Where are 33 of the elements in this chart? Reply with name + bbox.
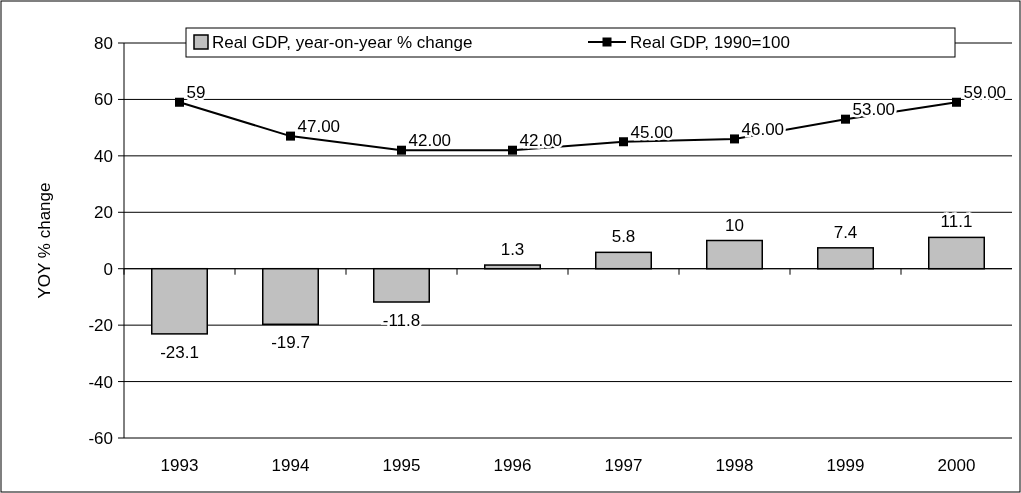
data-label: 53.00 bbox=[852, 100, 896, 120]
data-label: 42.00 bbox=[408, 131, 452, 151]
data-label: 1.3 bbox=[500, 240, 525, 260]
data-label: 47.00 bbox=[297, 117, 341, 137]
legend-label: Real GDP, 1990=100 bbox=[630, 33, 790, 52]
data-label: 5.8 bbox=[611, 227, 636, 247]
x-tick-label: 1996 bbox=[493, 456, 532, 475]
x-tick-label: 1993 bbox=[160, 456, 199, 475]
data-label: 11.1 bbox=[940, 212, 973, 232]
x-tick-label: 1998 bbox=[715, 456, 754, 475]
data-label: 42.00 bbox=[519, 131, 563, 151]
data-label: 59.00 bbox=[963, 83, 1007, 103]
x-tick-label: 2000 bbox=[937, 456, 976, 475]
data-label: 59 bbox=[186, 83, 206, 103]
y-tick-label: 40 bbox=[94, 146, 113, 166]
y-tick-label: -20 bbox=[88, 316, 113, 336]
y-tick-label: -60 bbox=[88, 429, 113, 448]
y-tick-label: -40 bbox=[88, 372, 113, 392]
data-label: 7.4 bbox=[833, 222, 858, 242]
data-label: -23.1 bbox=[160, 342, 199, 362]
x-tick-label: 1997 bbox=[604, 456, 643, 475]
legend-label: Real GDP, year-on-year % change bbox=[212, 33, 473, 52]
y-tick-label: 60 bbox=[94, 90, 113, 110]
data-label: 45.00 bbox=[630, 122, 674, 142]
data-label: -19.7 bbox=[271, 333, 310, 353]
x-tick-label: 1999 bbox=[826, 456, 865, 475]
x-tick-label: 1994 bbox=[271, 456, 310, 475]
y-tick-label: 20 bbox=[94, 203, 113, 223]
x-tick-label: 1995 bbox=[382, 456, 421, 475]
y-tick-label: 80 bbox=[94, 34, 113, 53]
y-axis-title: YOY % change bbox=[35, 182, 54, 299]
data-label: 10 bbox=[725, 215, 744, 235]
y-tick-label: 0 bbox=[103, 259, 113, 279]
